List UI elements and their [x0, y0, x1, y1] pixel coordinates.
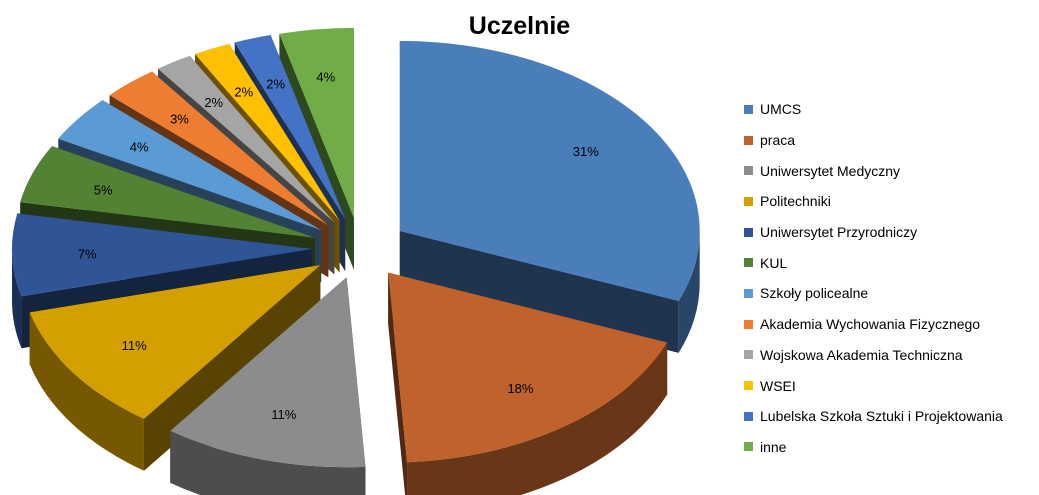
legend-item-3: Politechniki — [744, 186, 1003, 217]
data-label-10: 2% — [266, 77, 285, 92]
legend-swatch — [744, 442, 753, 452]
legend-item-7: Akademia Wychowania Fizycznego — [744, 309, 1003, 340]
data-label-6: 4% — [130, 139, 149, 154]
legend-item-4: Uniwersytet Przyrodniczy — [744, 217, 1003, 248]
slice-top-10 — [234, 35, 346, 220]
data-label-8: 2% — [204, 95, 223, 110]
legend-swatch — [744, 381, 753, 391]
legend-swatch — [744, 135, 753, 145]
legend-label: Akademia Wychowania Fizycznego — [760, 316, 981, 333]
legend-swatch — [744, 166, 753, 176]
slice-side-4 — [12, 248, 22, 349]
slice-side-3 — [29, 312, 144, 471]
slice-wall-1-1 — [388, 272, 408, 495]
data-label-11: 4% — [316, 69, 335, 84]
data-label-9: 2% — [234, 85, 253, 100]
data-label-5: 5% — [94, 182, 113, 197]
slice-top-1 — [388, 272, 668, 463]
data-label-7: 3% — [170, 111, 189, 126]
legend-item-10: Lubelska Szkoła Sztuki i Projektowania — [744, 401, 1003, 432]
slice-top-4 — [12, 213, 313, 297]
legend-swatch — [744, 319, 753, 329]
legend-swatch — [744, 196, 753, 206]
chart-title: Uczelnie — [468, 12, 571, 40]
slice-side-0 — [678, 230, 700, 353]
legend-item-5: KUL — [744, 247, 1003, 278]
data-label-2: 11% — [271, 407, 296, 422]
legend-label: KUL — [760, 254, 788, 271]
pie-slice-3 — [29, 265, 321, 471]
data-label-0: 31% — [573, 144, 599, 159]
legend-item-6: Szkoły policealne — [744, 278, 1003, 309]
slice-wall-0-1 — [399, 230, 679, 353]
slice-top-7 — [109, 71, 329, 226]
data-label-4: 7% — [78, 246, 97, 261]
pie-slice-1 — [388, 272, 668, 495]
legend: UMCS praca Uniwersytet Medyczny Politechnik… — [744, 94, 1003, 462]
legend-label: Wojskowa Akademia Techniczna — [760, 346, 963, 363]
legend-swatch — [744, 288, 753, 298]
slice-top-9 — [195, 43, 340, 221]
legend-swatch — [744, 411, 753, 421]
legend-label: inne — [760, 438, 787, 455]
slice-side-1 — [407, 342, 668, 495]
legend-swatch — [744, 350, 753, 360]
slice-top-3 — [29, 265, 321, 419]
slice-top-2 — [170, 277, 366, 468]
pie-slice-2 — [170, 277, 366, 495]
legend-item-9: WSEI — [744, 370, 1003, 401]
slice-top-0 — [399, 40, 700, 301]
data-label-3: 11% — [122, 338, 147, 353]
legend-label: Szkoły policealne — [760, 285, 869, 302]
slice-side-2 — [170, 430, 366, 495]
legend-swatch — [744, 258, 753, 268]
legend-label: UMCS — [760, 101, 802, 118]
legend-label: Lubelska Szkoła Sztuki i Projektowania — [760, 408, 1003, 425]
slice-top-6 — [58, 100, 322, 231]
slice-top-11 — [279, 27, 354, 218]
legend-item-8: Wojskowa Akademia Techniczna — [744, 340, 1003, 371]
legend-item-1: praca — [744, 125, 1003, 156]
legend-item-2: Uniwersytet Medyczny — [744, 155, 1003, 186]
legend-item-0: UMCS — [744, 94, 1003, 125]
legend-item-11: inne — [744, 432, 1003, 463]
data-label-1: 18% — [507, 381, 533, 396]
legend-swatch — [744, 104, 753, 114]
legend-swatch — [744, 227, 753, 237]
slice-top-5 — [20, 146, 315, 238]
slice-top-8 — [157, 55, 335, 223]
legend-label: Uniwersytet Przyrodniczy — [760, 224, 918, 241]
legend-label: Politechniki — [760, 193, 831, 210]
legend-label: Uniwersytet Medyczny — [760, 162, 901, 179]
pie-slice-0 — [399, 40, 700, 353]
legend-label: WSEI — [760, 377, 796, 394]
legend-label: praca — [760, 132, 796, 149]
